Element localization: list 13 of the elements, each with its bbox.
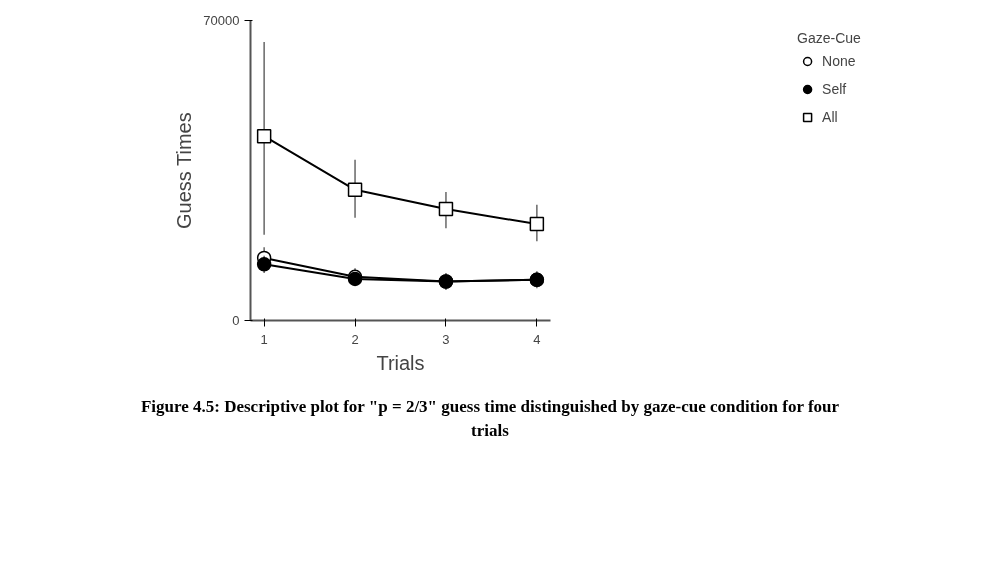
y-axis-title: Guess Times (173, 112, 196, 230)
legend-label: All (822, 109, 839, 125)
legend-label: None (822, 53, 856, 69)
legend-label: Self (822, 81, 847, 97)
x-axis-title: Trials (376, 351, 425, 374)
caption: Figure 4.5: Descriptive plot for "p = 2/3" guess time distinguished by gaze-cue condition for four trials (139, 396, 841, 443)
y-tick-label: 0 (232, 313, 240, 328)
x-tick-label: 4 (533, 331, 541, 347)
x-tick-label: 1 (260, 331, 268, 347)
x-tick-label: 2 (351, 331, 359, 347)
x-tick-label: 3 (442, 331, 450, 347)
y-tick-label: 70000 (203, 13, 240, 28)
legend-title: Gaze-Cue (797, 30, 861, 46)
